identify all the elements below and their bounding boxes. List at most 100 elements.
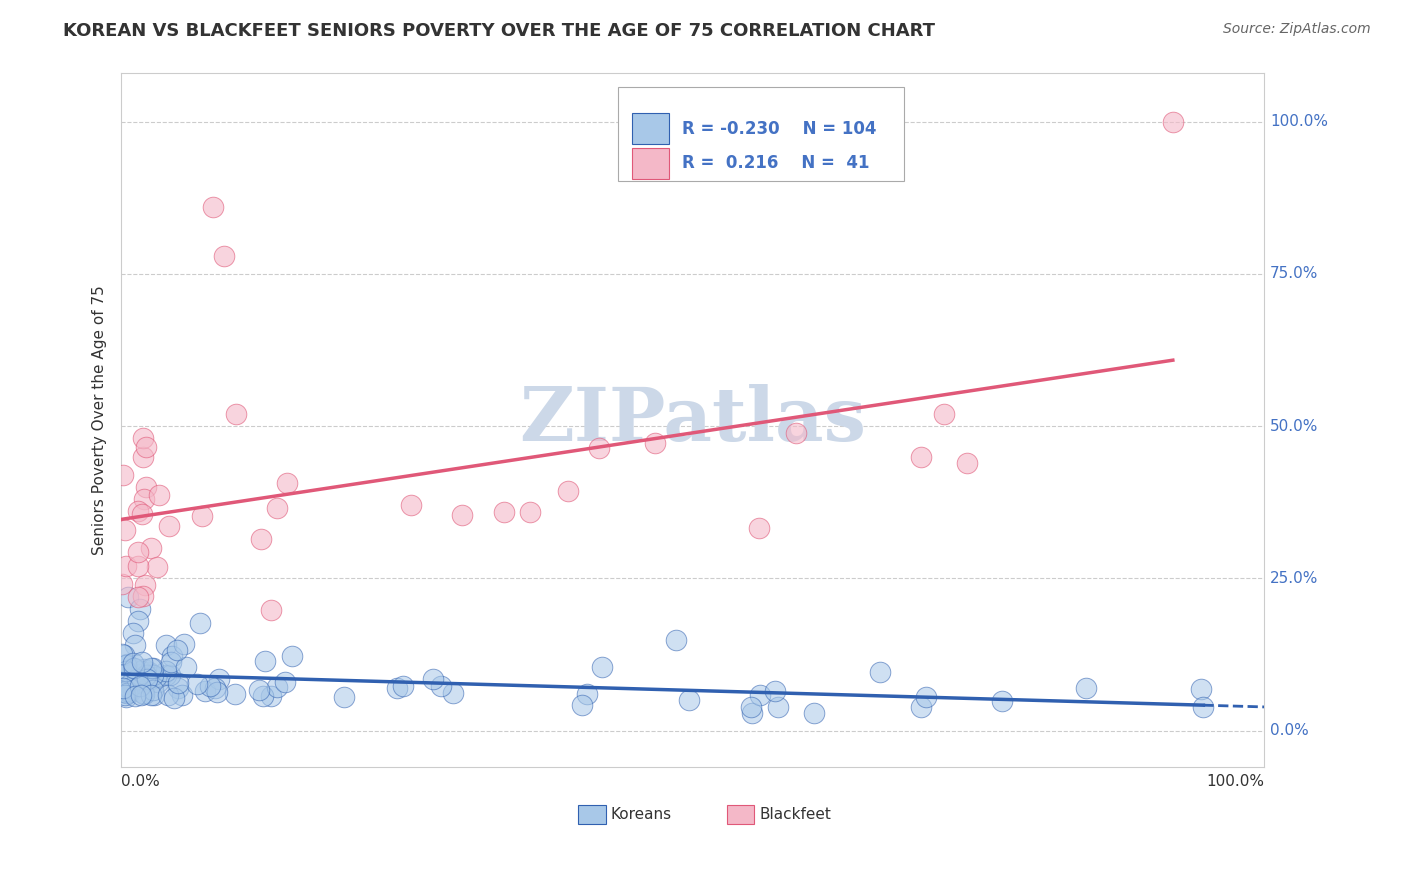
Point [132, 662, 155, 676]
Point [914, 690, 936, 704]
Point [121, 675, 143, 690]
Text: Koreans: Koreans [610, 807, 672, 822]
Point [131, 674, 153, 689]
Point [118, 677, 141, 691]
Point [124, 689, 146, 703]
Point [247, 683, 270, 698]
Point [678, 693, 700, 707]
Point [127, 614, 149, 628]
Point [118, 685, 141, 699]
Point [212, 249, 235, 263]
Point [132, 685, 155, 699]
Text: 100.0%: 100.0% [1270, 114, 1329, 129]
Point [114, 559, 136, 574]
Point [665, 632, 688, 647]
Point [141, 672, 163, 686]
Point [224, 687, 246, 701]
Text: 0.0%: 0.0% [1270, 723, 1309, 738]
Point [266, 501, 288, 516]
Point [127, 672, 149, 686]
Point [117, 686, 139, 700]
Y-axis label: Seniors Poverty Over the Age of 75: Seniors Poverty Over the Age of 75 [93, 285, 107, 555]
Point [910, 699, 932, 714]
Point [134, 687, 156, 701]
Point [166, 643, 188, 657]
Point [260, 690, 283, 704]
Point [111, 647, 134, 661]
Point [139, 688, 162, 702]
Point [129, 664, 152, 678]
Point [142, 682, 165, 697]
Point [766, 700, 789, 714]
Point [111, 467, 134, 482]
Point [118, 685, 141, 699]
Point [741, 706, 763, 720]
Point [131, 656, 153, 670]
Text: 50.0%: 50.0% [1270, 418, 1319, 434]
Point [494, 505, 516, 519]
Point [115, 684, 138, 698]
Point [934, 407, 956, 421]
Point [205, 684, 228, 698]
Point [112, 681, 135, 695]
Point [273, 675, 295, 690]
Point [748, 521, 770, 535]
Point [173, 637, 195, 651]
Point [135, 668, 157, 682]
Point [385, 681, 408, 695]
Point [252, 689, 274, 703]
FancyBboxPatch shape [619, 87, 904, 180]
Point [591, 660, 613, 674]
Point [276, 475, 298, 490]
Point [128, 666, 150, 681]
Point [132, 450, 155, 464]
Point [117, 590, 139, 604]
Point [142, 668, 165, 682]
Point [1161, 114, 1184, 128]
Point [422, 673, 444, 687]
Point [146, 674, 169, 689]
Text: 25.0%: 25.0% [1270, 571, 1319, 586]
Point [148, 488, 170, 502]
Point [194, 683, 217, 698]
Point [249, 532, 271, 546]
Bar [633, 147, 669, 178]
Point [956, 456, 979, 470]
Point [159, 655, 181, 669]
Point [145, 670, 167, 684]
Point [124, 639, 146, 653]
Point [142, 661, 165, 675]
Point [172, 688, 194, 702]
Point [260, 603, 283, 617]
Point [114, 523, 136, 537]
Point [122, 656, 145, 670]
Point [155, 638, 177, 652]
Point [115, 657, 138, 671]
Point [451, 508, 474, 522]
Point [1189, 681, 1212, 696]
Point [557, 484, 579, 499]
Point [118, 681, 141, 695]
Point [391, 680, 413, 694]
Point [785, 425, 807, 440]
Point [135, 673, 157, 687]
Point [188, 615, 211, 630]
Point [519, 505, 541, 519]
Point [765, 684, 787, 698]
Text: Source: ZipAtlas.com: Source: ZipAtlas.com [1223, 22, 1371, 37]
Point [122, 661, 145, 675]
Point [125, 676, 148, 690]
Point [253, 654, 276, 668]
Point [1192, 700, 1215, 714]
Point [128, 679, 150, 693]
Point [127, 504, 149, 518]
Point [174, 660, 197, 674]
Text: R = -0.230    N = 104: R = -0.230 N = 104 [682, 120, 877, 137]
Point [571, 698, 593, 712]
Point [644, 436, 666, 450]
Point [138, 665, 160, 680]
Point [139, 541, 162, 555]
Point [166, 676, 188, 690]
Point [127, 545, 149, 559]
Point [155, 664, 177, 678]
